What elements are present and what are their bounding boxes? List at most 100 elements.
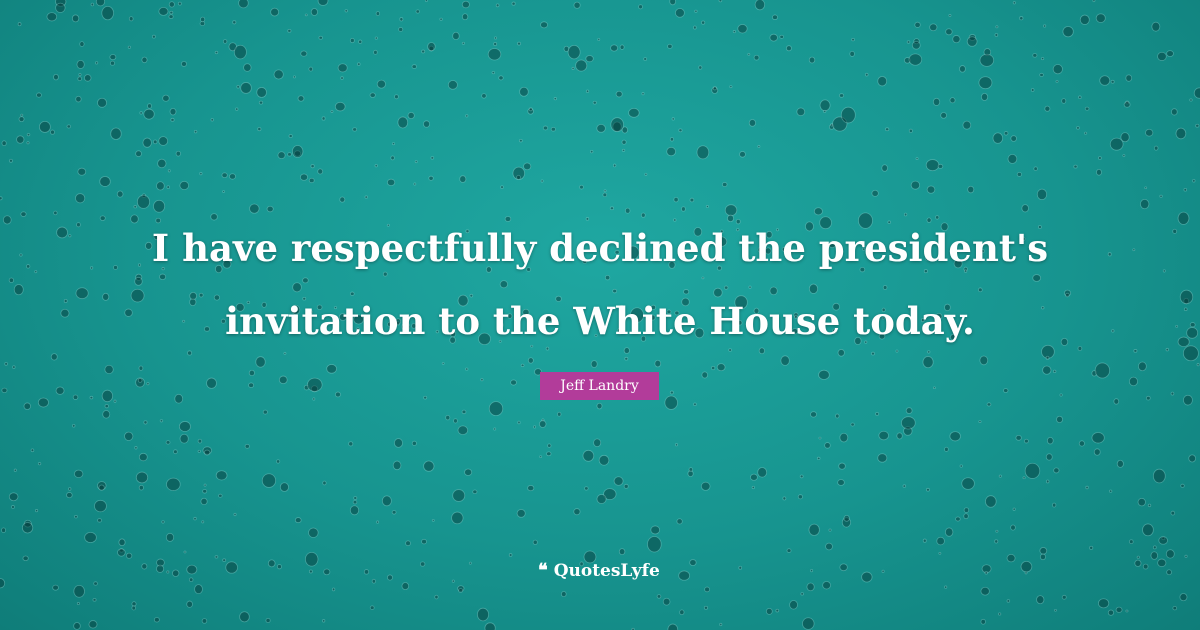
- raindrop: [30, 448, 35, 453]
- raindrop: [159, 419, 164, 423]
- raindrop: [582, 259, 588, 264]
- raindrop: [50, 129, 55, 135]
- raindrop: [95, 0, 106, 7]
- raindrop: [55, 386, 65, 395]
- raindrop: [153, 233, 161, 241]
- raindrop: [26, 264, 31, 269]
- raindrop: [533, 425, 537, 429]
- quote-text: I have respectfully declined the preside…: [0, 212, 1200, 358]
- raindrop: [582, 449, 595, 462]
- raindrop: [1157, 51, 1167, 61]
- raindrop: [188, 577, 194, 583]
- raindrop: [1003, 131, 1009, 136]
- raindrop: [1030, 88, 1035, 92]
- raindrop: [923, 269, 928, 274]
- raindrop: [340, 76, 344, 80]
- raindrop: [488, 401, 504, 417]
- raindrop: [734, 295, 748, 310]
- raindrop: [1172, 605, 1178, 611]
- raindrop: [213, 294, 220, 301]
- raindrop: [952, 35, 961, 44]
- raindrop: [197, 438, 203, 444]
- raindrop: [1015, 434, 1022, 441]
- raindrop: [498, 339, 502, 343]
- raindrop: [1041, 344, 1055, 359]
- raindrop: [55, 2, 66, 13]
- raindrop: [1024, 438, 1029, 444]
- raindrop: [169, 107, 177, 116]
- brand-logo[interactable]: ❝ QuotesLyfe: [538, 560, 660, 581]
- raindrop: [689, 559, 697, 566]
- raindrop: [248, 382, 255, 388]
- raindrop: [953, 259, 963, 269]
- raindrop: [1024, 571, 1028, 575]
- raindrop: [1182, 345, 1199, 362]
- raindrop: [199, 21, 206, 27]
- raindrop: [155, 217, 161, 224]
- raindrop: [323, 568, 331, 576]
- raindrop: [1020, 560, 1033, 573]
- raindrop: [913, 38, 920, 45]
- raindrop: [1056, 415, 1063, 424]
- raindrop: [785, 45, 792, 52]
- raindrop: [1109, 489, 1113, 493]
- quote-line-1: I have respectfully declined the preside…: [151, 226, 1049, 270]
- raindrop: [452, 31, 460, 41]
- raindrop: [427, 42, 436, 52]
- raindrop: [944, 303, 951, 312]
- raindrop: [84, 74, 92, 82]
- raindrop: [90, 266, 94, 270]
- raindrop: [732, 30, 736, 34]
- raindrop: [77, 76, 82, 82]
- raindrop: [504, 216, 512, 222]
- raindrop: [1078, 95, 1082, 100]
- raindrop: [545, 314, 554, 322]
- raindrop: [451, 579, 455, 583]
- raindrop: [235, 107, 239, 111]
- raindrop: [157, 158, 167, 169]
- raindrop: [415, 9, 420, 14]
- raindrop: [310, 8, 318, 16]
- raindrop: [623, 483, 629, 489]
- raindrop: [881, 316, 885, 320]
- raindrop: [949, 333, 957, 341]
- raindrop: [390, 155, 395, 161]
- raindrop: [647, 536, 662, 553]
- raindrop: [1111, 329, 1115, 333]
- raindrop: [959, 65, 966, 73]
- raindrop: [500, 315, 504, 319]
- raindrop: [23, 402, 31, 410]
- raindrop: [885, 127, 890, 132]
- raindrop: [944, 446, 949, 452]
- author-tag[interactable]: Jeff Landry: [540, 372, 659, 400]
- raindrop: [1138, 361, 1147, 372]
- raindrop: [712, 86, 717, 91]
- raindrop: [583, 550, 597, 564]
- raindrop: [93, 581, 98, 586]
- raindrop: [614, 250, 620, 255]
- raindrop: [17, 22, 22, 27]
- raindrop: [735, 218, 741, 225]
- raindrop: [37, 397, 49, 408]
- raindrop: [579, 561, 584, 567]
- raindrop: [141, 56, 148, 64]
- raindrop: [1116, 459, 1124, 468]
- raindrop: [94, 499, 107, 513]
- raindrop: [1144, 186, 1148, 190]
- raindrop: [1152, 545, 1157, 550]
- raindrop: [1153, 145, 1159, 151]
- raindrop: [785, 317, 791, 323]
- raindrop: [693, 25, 697, 30]
- raindrop: [434, 594, 439, 600]
- raindrop: [156, 558, 165, 567]
- raindrop: [232, 20, 237, 25]
- raindrop: [1046, 436, 1054, 445]
- raindrop: [981, 564, 992, 574]
- raindrop: [1065, 292, 1070, 298]
- raindrop: [240, 82, 252, 94]
- raindrop: [308, 569, 313, 574]
- raindrop: [590, 149, 594, 154]
- raindrop: [819, 99, 831, 112]
- raindrop: [186, 564, 198, 575]
- raindrop: [1064, 289, 1071, 297]
